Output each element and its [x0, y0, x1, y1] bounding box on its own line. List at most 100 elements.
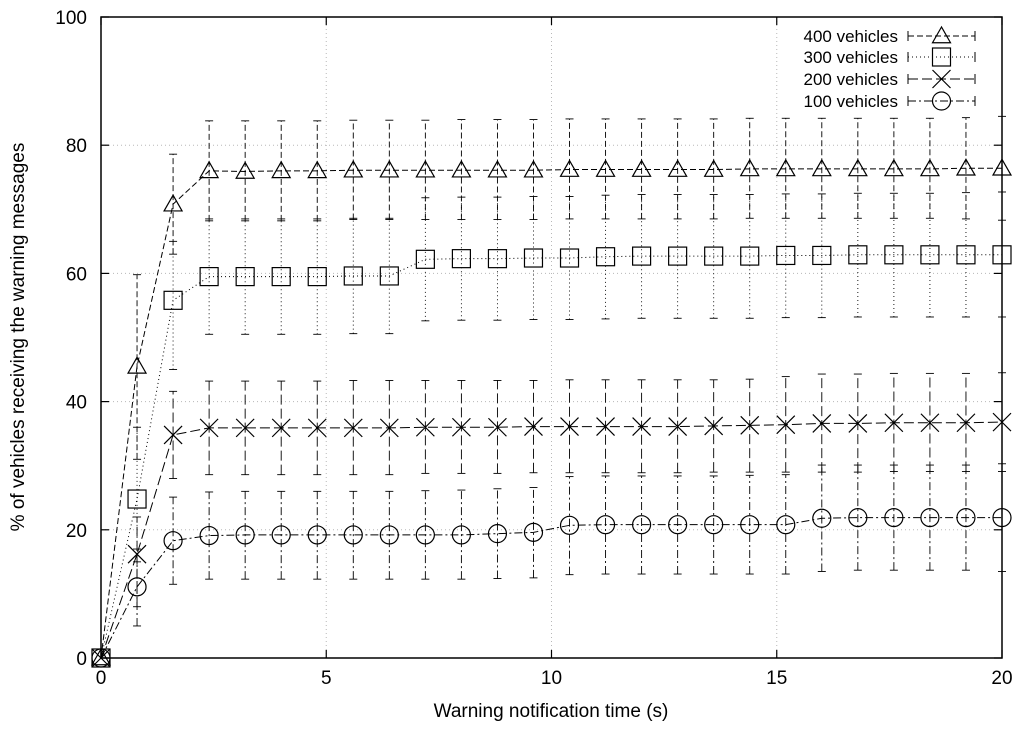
series-line — [100, 421, 1003, 659]
data-point — [740, 515, 760, 535]
data-point — [127, 356, 148, 374]
data-point — [343, 159, 364, 178]
data-point — [595, 515, 616, 535]
legend-label: 300 vehicles — [803, 48, 898, 67]
data-point — [668, 417, 688, 437]
y-axis-label: % of vehicles receiving the warning mess… — [8, 143, 29, 532]
data-point — [559, 159, 580, 177]
data-point — [488, 417, 507, 437]
data-point — [451, 417, 471, 437]
data-point — [559, 248, 580, 268]
data-point — [415, 159, 436, 178]
data-point — [668, 246, 688, 266]
data-point — [307, 267, 327, 287]
data-point — [343, 266, 363, 286]
data-point — [776, 245, 796, 266]
x-tick-label: 20 — [991, 668, 1012, 689]
data-point — [812, 508, 832, 528]
data-point — [776, 515, 796, 535]
data-point — [524, 417, 543, 437]
x-tick-label: 10 — [541, 668, 562, 689]
data-point — [199, 160, 220, 179]
data-point — [307, 525, 327, 545]
data-point — [271, 267, 291, 287]
data-point — [596, 417, 615, 437]
data-point — [163, 193, 184, 212]
data-point — [848, 245, 868, 265]
data-point — [343, 418, 363, 438]
data-point — [631, 159, 652, 177]
data-point — [704, 416, 724, 436]
data-point — [379, 266, 399, 286]
data-point — [379, 159, 400, 178]
data-point — [90, 647, 112, 666]
data-point — [632, 417, 652, 437]
data-point — [307, 418, 327, 438]
x-tick-label: 15 — [766, 668, 787, 689]
data-point — [740, 415, 760, 435]
data-point — [884, 413, 904, 433]
series-line — [100, 517, 1002, 659]
data-point — [811, 158, 832, 177]
data-point — [812, 413, 832, 433]
data-point — [704, 515, 724, 535]
data-point — [812, 245, 832, 266]
legend-label: 200 vehicles — [803, 70, 898, 89]
data-point — [271, 525, 291, 545]
data-point — [307, 160, 328, 179]
data-point — [415, 417, 435, 437]
data-point — [595, 247, 616, 267]
data-point — [235, 267, 255, 287]
data-point — [776, 415, 796, 435]
data-point — [883, 158, 904, 177]
data-point — [127, 577, 147, 597]
data-point — [920, 508, 940, 528]
legend-marker — [931, 47, 952, 67]
data-point — [235, 161, 256, 179]
data-point — [487, 524, 508, 544]
data-point — [487, 159, 508, 178]
data-point — [415, 249, 435, 269]
legend-marker — [932, 69, 951, 89]
data-point — [235, 418, 255, 438]
data-point — [956, 413, 976, 433]
data-point — [451, 525, 471, 545]
y-tick-label: 0 — [76, 649, 87, 670]
data-point — [163, 290, 183, 310]
data-point — [523, 248, 544, 268]
data-point — [631, 515, 652, 535]
data-point — [919, 158, 940, 177]
data-point — [775, 158, 796, 177]
data-point — [415, 525, 435, 545]
data-point — [379, 525, 399, 545]
series-line — [100, 167, 1002, 659]
data-point — [127, 544, 147, 564]
axis-ticks: 0 20 40 60 80 100 0 5 10 15 20 — [55, 8, 1012, 689]
data-point — [739, 158, 760, 177]
data-point — [920, 245, 940, 265]
data-point — [667, 159, 688, 177]
legend-label: 400 vehicles — [803, 27, 898, 46]
data-point — [271, 160, 292, 179]
data-point — [523, 159, 544, 178]
data-point — [271, 418, 291, 438]
data-point — [704, 246, 724, 266]
y-tick-label: 100 — [55, 8, 87, 29]
legend-marker — [931, 91, 952, 111]
x-tick-label: 5 — [321, 668, 332, 689]
data-point — [595, 159, 616, 177]
data-point — [127, 489, 147, 509]
y-tick-label: 80 — [66, 136, 87, 157]
data-point — [631, 246, 652, 266]
data-point — [343, 525, 363, 545]
data-point — [451, 159, 472, 178]
data-point — [523, 522, 544, 542]
data-point — [703, 159, 724, 177]
data-point — [956, 508, 976, 528]
legend-marker — [931, 25, 952, 44]
data-point — [848, 508, 868, 528]
data-point — [163, 531, 183, 551]
data-point — [487, 249, 508, 269]
data-point — [379, 418, 399, 438]
